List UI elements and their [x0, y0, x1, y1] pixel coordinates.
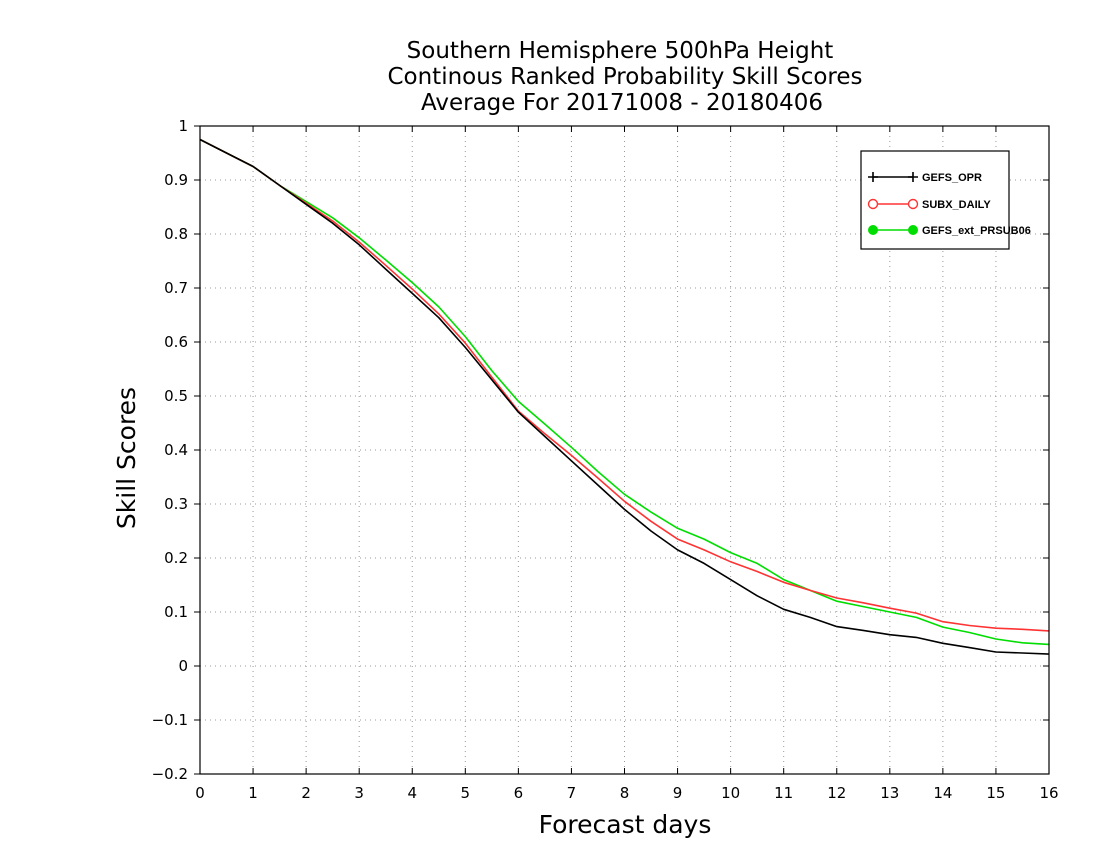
- legend-marker-plus: [908, 172, 918, 182]
- title-line-3: Average For 20171008 - 20180406: [421, 90, 823, 116]
- x-tick-label: 10: [721, 784, 740, 802]
- chart-title: Southern Hemisphere 500hPa Height Contin…: [387, 38, 862, 116]
- legend-label-subx-daily: SUBX_DAILY: [922, 199, 991, 211]
- x-tick-label: 9: [673, 784, 683, 802]
- y-axis-label: Skill Scores: [112, 387, 141, 529]
- x-tick-label: 5: [461, 784, 471, 802]
- legend-label-gefs-ext-prsub06: GEFS_ext_PRSUB06: [922, 225, 1031, 237]
- series-line-gefs-ext-prsub06: [199, 138, 1050, 646]
- legend-label-gefs-opr: GEFS_OPR: [922, 172, 982, 184]
- y-tick-label: 0.8: [164, 225, 188, 243]
- x-tick-label: 4: [407, 784, 417, 802]
- y-tick-label: −0.1: [152, 711, 188, 729]
- x-tick-label: 2: [301, 784, 311, 802]
- y-tick-label: 0.7: [164, 279, 188, 297]
- legend-marker-plus: [868, 172, 878, 182]
- legend-marker-open-circle: [907, 198, 919, 210]
- x-tick-label: 6: [514, 784, 524, 802]
- x-tick-label: 0: [195, 784, 205, 802]
- x-tick-label: 3: [354, 784, 364, 802]
- title-line-1: Southern Hemisphere 500hPa Height: [407, 38, 834, 64]
- x-tick-label: 11: [774, 784, 793, 802]
- y-tick-label: 0.6: [164, 333, 188, 351]
- axes: −0.2−0.100.10.20.30.40.50.60.70.80.910 1 2…: [152, 117, 1059, 802]
- x-tick-label: 15: [986, 784, 1005, 802]
- y-tick-label: 1: [178, 117, 188, 135]
- legend-box: [860, 150, 1010, 250]
- x-tick-label: 8: [620, 784, 630, 802]
- y-tick-label: 0.4: [164, 441, 188, 459]
- legend: GEFS_OPR SUBX_DAILY GEFS_ext_PRSUB06: [860, 150, 1031, 250]
- x-tick-label: 13: [880, 784, 899, 802]
- x-axis-label: Forecast days: [539, 810, 712, 839]
- x-tick-label: 1: [248, 784, 258, 802]
- legend-marker-filled-circle: [868, 225, 878, 235]
- y-tick-label: 0.5: [164, 387, 188, 405]
- title-line-2: Continous Ranked Probability Skill Score…: [387, 64, 862, 90]
- data-series: [199, 138, 1050, 655]
- x-tick-label: 16: [1039, 784, 1058, 802]
- y-tick-label: 0.2: [164, 549, 188, 567]
- y-tick-label: 0.9: [164, 171, 188, 189]
- legend-marker-open-circle: [867, 198, 879, 210]
- legend-marker-filled-circle: [908, 225, 918, 235]
- x-tick-label: 12: [827, 784, 846, 802]
- y-tick-label: 0.1: [164, 603, 188, 621]
- series-line-subx-daily: [199, 138, 1050, 632]
- y-tick-label: 0: [178, 657, 188, 675]
- plot-frame: [199, 125, 1050, 775]
- y-tick-label: −0.2: [152, 765, 188, 783]
- series-line-gefs-opr: [199, 138, 1050, 655]
- x-tick-label: 7: [567, 784, 577, 802]
- x-tick-label: 14: [933, 784, 952, 802]
- y-tick-label: 0.3: [164, 495, 188, 513]
